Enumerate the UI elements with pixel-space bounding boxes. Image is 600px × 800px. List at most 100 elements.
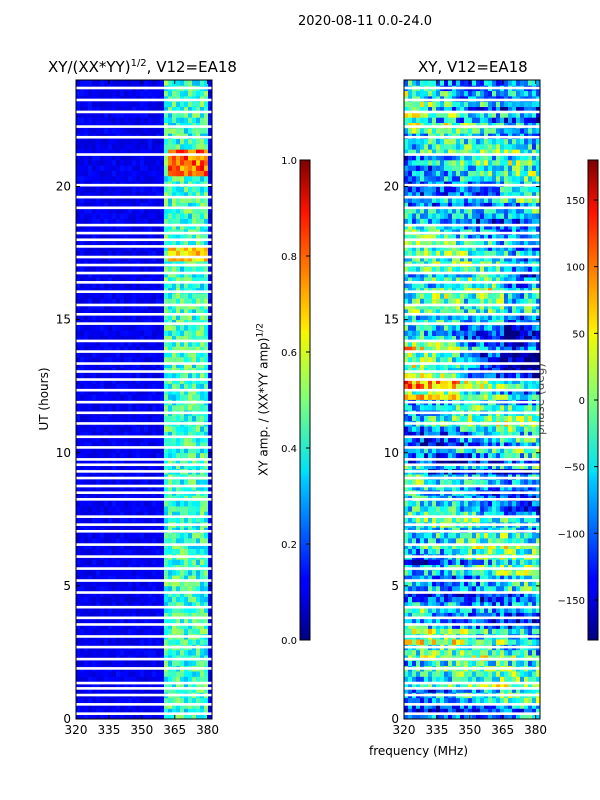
heatmap-cell: [108, 506, 113, 512]
heatmap-cell: [176, 202, 181, 209]
x-tick-label: 380: [196, 723, 219, 737]
heatmap-cell: [516, 601, 521, 608]
heatmap-cell: [152, 484, 157, 491]
heatmap-cell: [208, 255, 212, 262]
heatmap-cell: [156, 591, 161, 597]
heatmap-cell: [128, 404, 133, 411]
heatmap-cell: [532, 612, 537, 619]
heatmap-cell: [84, 314, 89, 321]
heatmap-cell: [176, 591, 181, 597]
heatmap-cell: [532, 623, 537, 629]
heatmap-cell: [80, 426, 85, 432]
heatmap-cell: [160, 213, 165, 219]
heatmap-cell: [504, 628, 509, 635]
heatmap-cell: [168, 442, 173, 448]
heatmap-cell: [208, 213, 212, 219]
heatmap-cell: [172, 186, 177, 193]
heatmap-cell: [180, 106, 185, 113]
heatmap-cell: [80, 293, 85, 299]
heatmap-cell: [76, 351, 81, 358]
heatmap-cell: [120, 191, 125, 198]
heatmap-cell: [108, 106, 113, 113]
heatmap-cell: [164, 575, 169, 581]
heatmap-cell: [132, 218, 137, 225]
heatmap-cell: [208, 340, 212, 347]
heatmap-cell: [188, 479, 193, 486]
heatmap-cell: [168, 452, 173, 459]
heatmap-cell: [492, 601, 497, 608]
heatmap-cell: [112, 378, 117, 384]
heatmap-cell: [516, 676, 521, 683]
heatmap-cell: [112, 404, 117, 411]
heatmap-cell: [84, 234, 89, 241]
heatmap-cell: [104, 516, 109, 523]
heatmap-cell: [160, 330, 165, 336]
heatmap-cell: [504, 708, 509, 715]
heatmap-cell: [488, 607, 493, 613]
heatmap-cell: [184, 277, 189, 283]
heatmap-cell: [200, 426, 205, 432]
heatmap-cell: [140, 127, 145, 134]
heatmap-cell: [132, 708, 137, 715]
heatmap-cell: [172, 101, 177, 108]
heatmap-cell: [476, 649, 481, 656]
heatmap-cell: [112, 186, 117, 193]
heatmap-cell: [188, 356, 193, 363]
heatmap-cell: [476, 676, 481, 683]
heatmap-cell: [108, 617, 113, 624]
heatmap-cell: [436, 697, 441, 704]
heatmap-cell: [136, 516, 141, 523]
heatmap-cell: [104, 298, 109, 305]
heatmap-cell: [96, 671, 101, 677]
heatmap-cell: [156, 713, 161, 719]
heatmap-cell: [160, 186, 165, 193]
heatmap-cell: [424, 713, 429, 719]
heatmap-cell: [448, 623, 453, 629]
heatmap-cell: [164, 218, 169, 225]
heatmap-cell: [192, 442, 197, 448]
heatmap-cell: [172, 671, 177, 677]
heatmap-cell: [84, 239, 89, 246]
heatmap-cell: [80, 213, 85, 219]
heatmap-cell: [512, 649, 517, 656]
heatmap-cell: [484, 676, 489, 683]
heatmap-cell: [484, 697, 489, 704]
heatmap-cell: [156, 436, 161, 443]
heatmap-cell: [144, 537, 149, 544]
heatmap-cell: [124, 676, 129, 683]
heatmap-cell: [160, 239, 165, 246]
flagged-row: [76, 271, 212, 275]
heatmap-cell: [88, 713, 93, 719]
heatmap-cell: [448, 671, 453, 677]
heatmap-cell: [496, 591, 501, 597]
heatmap-cell: [208, 681, 212, 688]
heatmap-cell: [144, 388, 149, 395]
heatmap-cell: [108, 708, 113, 715]
heatmap-cell: [80, 569, 85, 576]
heatmap-cell: [524, 703, 529, 709]
heatmap-cell: [84, 362, 89, 368]
heatmap-cell: [104, 186, 109, 193]
heatmap-cell: [516, 623, 521, 629]
heatmap-cell: [480, 596, 485, 603]
heatmap-cell: [124, 234, 129, 241]
heatmap-cell: [152, 223, 157, 230]
heatmap-cell: [120, 431, 125, 438]
heatmap-cell: [168, 415, 173, 422]
heatmap-cell: [480, 601, 485, 608]
heatmap-cell: [88, 266, 93, 273]
flagged-row: [76, 463, 212, 467]
heatmap-cell: [120, 277, 125, 283]
heatmap-cell: [100, 255, 105, 262]
heatmap-cell: [464, 681, 469, 688]
heatmap-cell: [124, 298, 129, 305]
heatmap-cell: [124, 324, 129, 331]
heatmap-cell: [500, 697, 505, 704]
heatmap-cell: [104, 335, 109, 342]
heatmap-cell: [84, 623, 89, 629]
heatmap-cell: [172, 218, 177, 225]
heatmap-cell: [120, 681, 125, 688]
heatmap-cell: [80, 687, 85, 693]
heatmap-cell: [204, 106, 209, 113]
heatmap-cell: [76, 660, 81, 667]
